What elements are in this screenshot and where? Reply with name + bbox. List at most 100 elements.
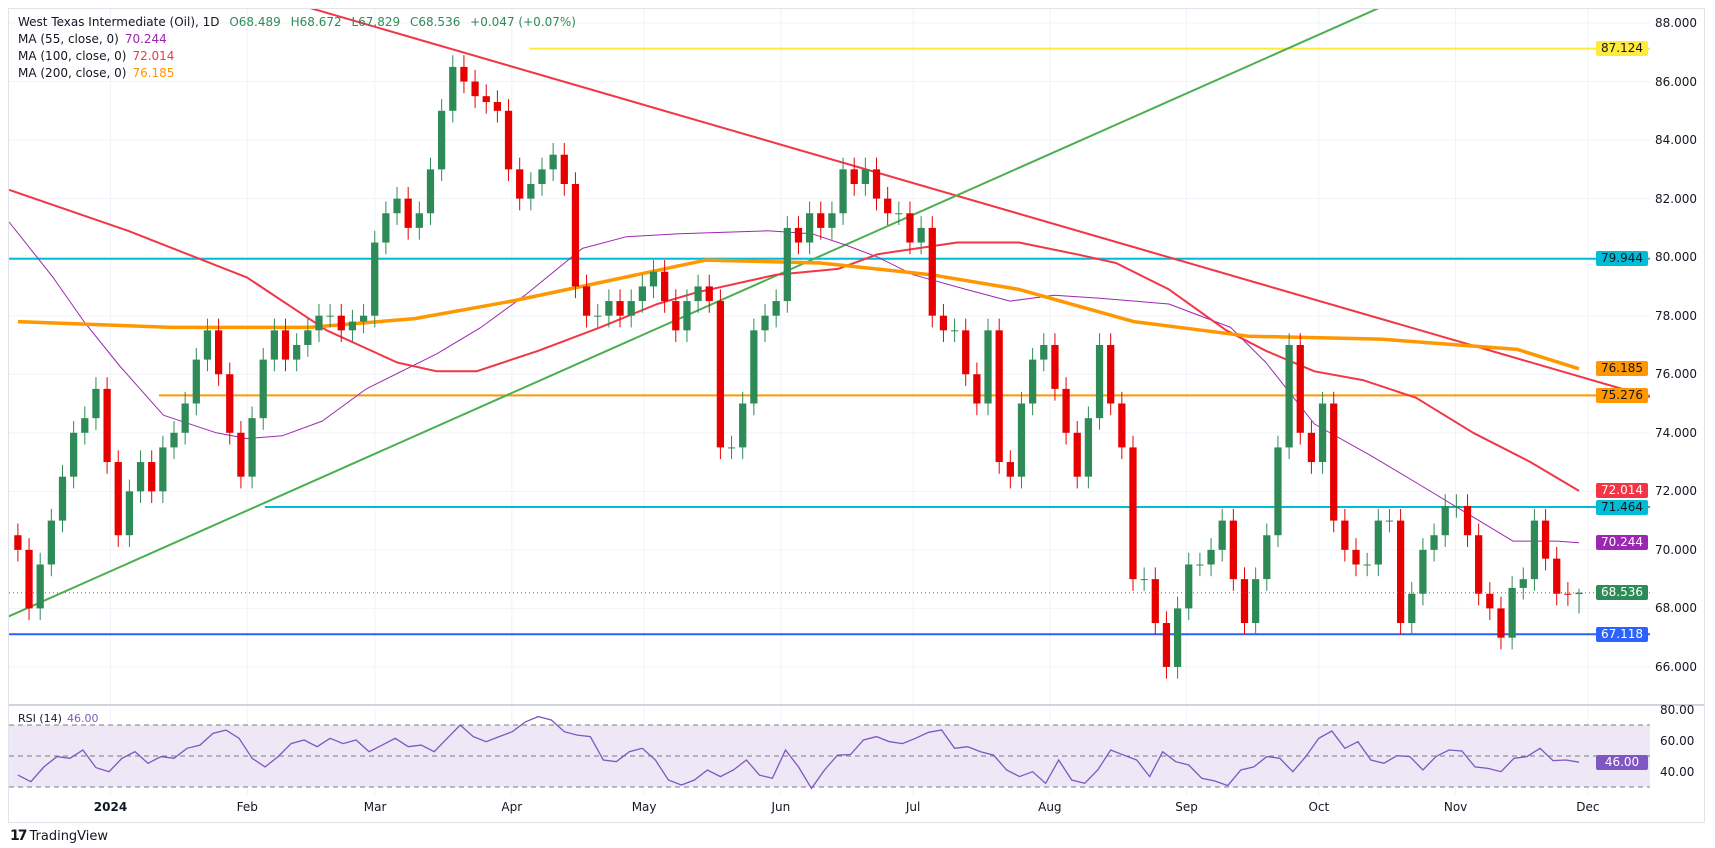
rsi-pane[interactable] bbox=[9, 715, 1650, 790]
symbol-title[interactable]: West Texas Intermediate (Oil), 1D bbox=[18, 15, 220, 29]
candle bbox=[739, 391, 747, 460]
candle-body bbox=[359, 315, 368, 322]
time-axis-label: Aug bbox=[1038, 800, 1062, 814]
candle bbox=[47, 508, 55, 577]
candle-body bbox=[817, 213, 825, 228]
candle bbox=[538, 157, 546, 196]
candle-body bbox=[872, 169, 881, 199]
candle-body bbox=[984, 330, 992, 404]
candle bbox=[337, 303, 345, 343]
candle bbox=[103, 377, 111, 474]
candle-body bbox=[1475, 535, 1483, 594]
candle-body bbox=[805, 213, 814, 243]
price-axis-label: 74.000 bbox=[1655, 425, 1697, 440]
candle bbox=[1196, 552, 1204, 577]
candle-body bbox=[1430, 535, 1438, 550]
moving-average-line-2 bbox=[17, 258, 1580, 371]
candle bbox=[1530, 508, 1539, 591]
candle bbox=[170, 421, 178, 460]
candle-body bbox=[1107, 344, 1115, 404]
candle bbox=[549, 143, 557, 182]
candle bbox=[1129, 435, 1137, 591]
candle bbox=[794, 216, 803, 255]
candle-body bbox=[1519, 579, 1527, 588]
candle bbox=[594, 303, 602, 328]
candle-body bbox=[1575, 592, 1583, 595]
candle-body bbox=[962, 330, 970, 375]
candle-body bbox=[772, 301, 780, 316]
candle bbox=[750, 318, 758, 416]
candle-body bbox=[828, 213, 836, 228]
candle-body bbox=[1408, 593, 1416, 624]
candle bbox=[58, 464, 67, 533]
candle bbox=[203, 318, 212, 372]
candle-body bbox=[1274, 447, 1282, 536]
candle bbox=[326, 303, 334, 328]
time-axis-label: May bbox=[631, 800, 657, 814]
ma200-legend[interactable]: MA (200, close, 0) 76.185 bbox=[18, 65, 576, 82]
candle bbox=[270, 318, 278, 372]
time-axis-label: Mar bbox=[363, 800, 387, 814]
price-axis-label: 76.000 bbox=[1655, 367, 1697, 382]
candle-body bbox=[928, 227, 936, 316]
candle-body bbox=[226, 374, 234, 433]
candle bbox=[426, 157, 435, 225]
candle bbox=[192, 347, 200, 416]
candle-body bbox=[1118, 403, 1126, 448]
candle-body bbox=[1363, 564, 1371, 566]
candle bbox=[672, 289, 680, 343]
price-pane[interactable] bbox=[0, 0, 1715, 679]
candle bbox=[404, 186, 412, 240]
candle bbox=[114, 450, 122, 547]
candle bbox=[181, 391, 189, 445]
candle bbox=[371, 230, 379, 328]
ma55-legend[interactable]: MA (55, close, 0) 70.244 bbox=[18, 31, 576, 48]
candle bbox=[1029, 347, 1037, 416]
candle-body bbox=[1497, 608, 1505, 638]
price-axis-label: 84.000 bbox=[1655, 133, 1697, 148]
candle-body bbox=[281, 330, 290, 360]
candle bbox=[1017, 391, 1026, 489]
ma200-label: MA (200, close, 0) bbox=[18, 66, 127, 80]
trendline bbox=[9, 9, 1380, 618]
candle-body bbox=[170, 432, 178, 448]
price-axis-label: 80.000 bbox=[1655, 250, 1697, 265]
candle bbox=[460, 55, 468, 94]
candle-body bbox=[1229, 520, 1237, 580]
candle-body bbox=[1564, 593, 1572, 595]
candle bbox=[36, 552, 44, 621]
ma100-value: 72.014 bbox=[132, 49, 175, 63]
candle bbox=[694, 274, 702, 313]
tradingview-logo[interactable]: 17 TradingView bbox=[10, 828, 108, 844]
candle-body bbox=[1196, 564, 1204, 566]
time-axis-label: Feb bbox=[236, 800, 258, 814]
grid bbox=[9, 9, 1650, 795]
candle bbox=[560, 143, 568, 196]
candle bbox=[1385, 508, 1394, 533]
price-tag: 67.118 bbox=[1596, 626, 1648, 642]
candle bbox=[727, 435, 736, 460]
tradingview-logo-icon: 17 bbox=[10, 828, 28, 844]
candle-body bbox=[159, 447, 167, 492]
candle-body bbox=[1463, 505, 1472, 536]
candle bbox=[70, 421, 78, 489]
candle-body bbox=[1240, 579, 1249, 624]
candle-body bbox=[1530, 520, 1539, 580]
candle-body bbox=[861, 169, 869, 184]
candle-body bbox=[192, 359, 200, 404]
candle-body bbox=[1162, 623, 1171, 667]
candle bbox=[382, 201, 390, 255]
candle bbox=[214, 318, 223, 386]
candle-body bbox=[750, 330, 758, 404]
candle bbox=[1508, 576, 1516, 650]
candle-body bbox=[649, 271, 658, 287]
candle-body bbox=[248, 418, 256, 477]
candle-body bbox=[337, 315, 345, 331]
candle bbox=[605, 289, 613, 328]
candle bbox=[638, 274, 646, 313]
ma100-legend[interactable]: MA (100, close, 0) 72.014 bbox=[18, 48, 576, 65]
rsi-legend[interactable]: RSI (14) 46.00 bbox=[18, 712, 98, 725]
candle-body bbox=[917, 227, 925, 243]
candle-body bbox=[482, 96, 490, 103]
